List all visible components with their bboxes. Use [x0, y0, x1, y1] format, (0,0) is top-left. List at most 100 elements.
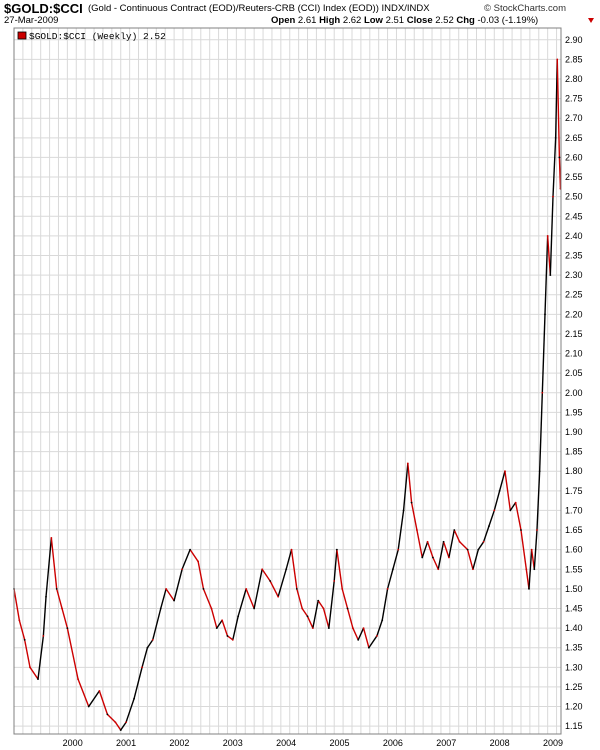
price-segment	[333, 549, 338, 582]
price-point	[114, 721, 117, 724]
price-point	[410, 501, 413, 504]
price-point	[45, 595, 47, 598]
x-tick-label: 2003	[223, 738, 243, 748]
price-segment	[216, 619, 223, 629]
price-segment	[66, 627, 79, 680]
x-tick-label: 2006	[383, 738, 403, 748]
price-segment	[514, 502, 522, 531]
y-tick-label: 1.30	[565, 662, 583, 672]
y-tick-label: 2.00	[565, 388, 583, 398]
price-segment	[202, 588, 213, 609]
price-point	[397, 548, 400, 551]
price-point	[231, 638, 234, 641]
y-tick-label: 2.55	[565, 172, 583, 182]
price-segment	[362, 627, 370, 648]
price-point	[375, 635, 378, 637]
chart-symbol: $GOLD:$CCI	[4, 1, 83, 16]
brand-label[interactable]: © StockCharts.com	[484, 3, 566, 14]
price-segment	[466, 549, 474, 570]
y-tick-label: 2.50	[565, 192, 583, 202]
price-segment	[88, 690, 100, 707]
price-segment	[341, 588, 349, 609]
y-tick-label: 1.40	[565, 623, 583, 633]
price-point	[146, 646, 149, 649]
price-segment	[528, 549, 533, 589]
price-segment	[181, 549, 191, 570]
price-point	[77, 678, 79, 680]
price-point	[159, 607, 162, 610]
price-point	[237, 615, 240, 618]
y-tick-label: 2.80	[565, 74, 583, 84]
price-segment	[197, 561, 205, 590]
price-segment	[152, 608, 162, 641]
price-point	[269, 580, 272, 582]
price-point	[346, 607, 349, 610]
y-tick-label: 1.20	[565, 702, 583, 712]
price-point	[351, 627, 354, 629]
ohlc-label: High	[319, 15, 343, 26]
price-segment	[18, 620, 26, 641]
y-tick-label: 2.05	[565, 368, 583, 378]
legend-swatch	[17, 31, 27, 40]
y-tick-label: 2.35	[565, 250, 583, 260]
price-point	[514, 501, 517, 504]
y-tick-label: 1.95	[565, 407, 583, 417]
price-point	[18, 619, 21, 622]
price-point	[488, 525, 490, 528]
legend-label: $GOLD:$CCI (Weekly) 2.52	[29, 31, 166, 42]
price-point	[253, 607, 256, 610]
price-segment	[544, 235, 549, 315]
price-segment	[227, 635, 234, 641]
price-point	[210, 607, 213, 610]
price-segment	[312, 600, 319, 629]
price-segment	[397, 510, 405, 550]
price-point	[453, 529, 456, 531]
price-point	[301, 607, 304, 610]
price-segment	[23, 639, 31, 668]
price-point	[295, 587, 298, 590]
price-segment	[306, 616, 314, 629]
x-tick-label: 2007	[436, 738, 456, 748]
price-point	[317, 599, 320, 602]
ohlc-readout: Open 2.61 High 2.62 Low 2.51 Close 2.52 …	[271, 15, 538, 26]
price-point	[197, 560, 200, 563]
price-point	[544, 313, 546, 316]
price-segment	[533, 529, 538, 570]
price-segment	[253, 569, 263, 609]
y-tick-label: 2.25	[565, 290, 583, 300]
price-segment	[520, 529, 528, 570]
price-point	[277, 595, 280, 598]
price-segment	[407, 463, 413, 503]
price-segment	[432, 557, 439, 570]
price-point	[285, 568, 288, 571]
price-point	[558, 156, 561, 159]
x-tick-label: 2000	[63, 738, 83, 748]
price-segment	[482, 525, 490, 543]
x-tick-label: 2002	[169, 738, 189, 748]
y-tick-label: 2.45	[565, 211, 583, 221]
price-point	[552, 195, 554, 198]
price-point	[322, 607, 325, 610]
y-tick-label: 2.85	[565, 54, 583, 64]
price-segment	[61, 608, 69, 629]
price-point	[504, 470, 506, 473]
price-point	[416, 529, 418, 531]
price-point	[261, 568, 264, 571]
price-point	[245, 587, 248, 590]
price-point	[549, 274, 552, 276]
ohlc-label: Close	[406, 15, 436, 26]
price-segment	[285, 549, 293, 570]
price-segment	[301, 608, 309, 617]
price-point	[290, 548, 293, 551]
x-tick-label: 2008	[490, 738, 510, 748]
price-segment	[98, 690, 109, 715]
price-point	[189, 548, 192, 551]
price-point	[458, 540, 461, 543]
price-point	[546, 234, 549, 237]
price-point	[335, 548, 338, 551]
price-segment	[498, 471, 506, 492]
price-segment	[120, 721, 127, 731]
y-tick-label: 2.70	[565, 113, 583, 123]
price-segment	[210, 608, 218, 629]
y-tick-label: 2.15	[565, 329, 583, 339]
